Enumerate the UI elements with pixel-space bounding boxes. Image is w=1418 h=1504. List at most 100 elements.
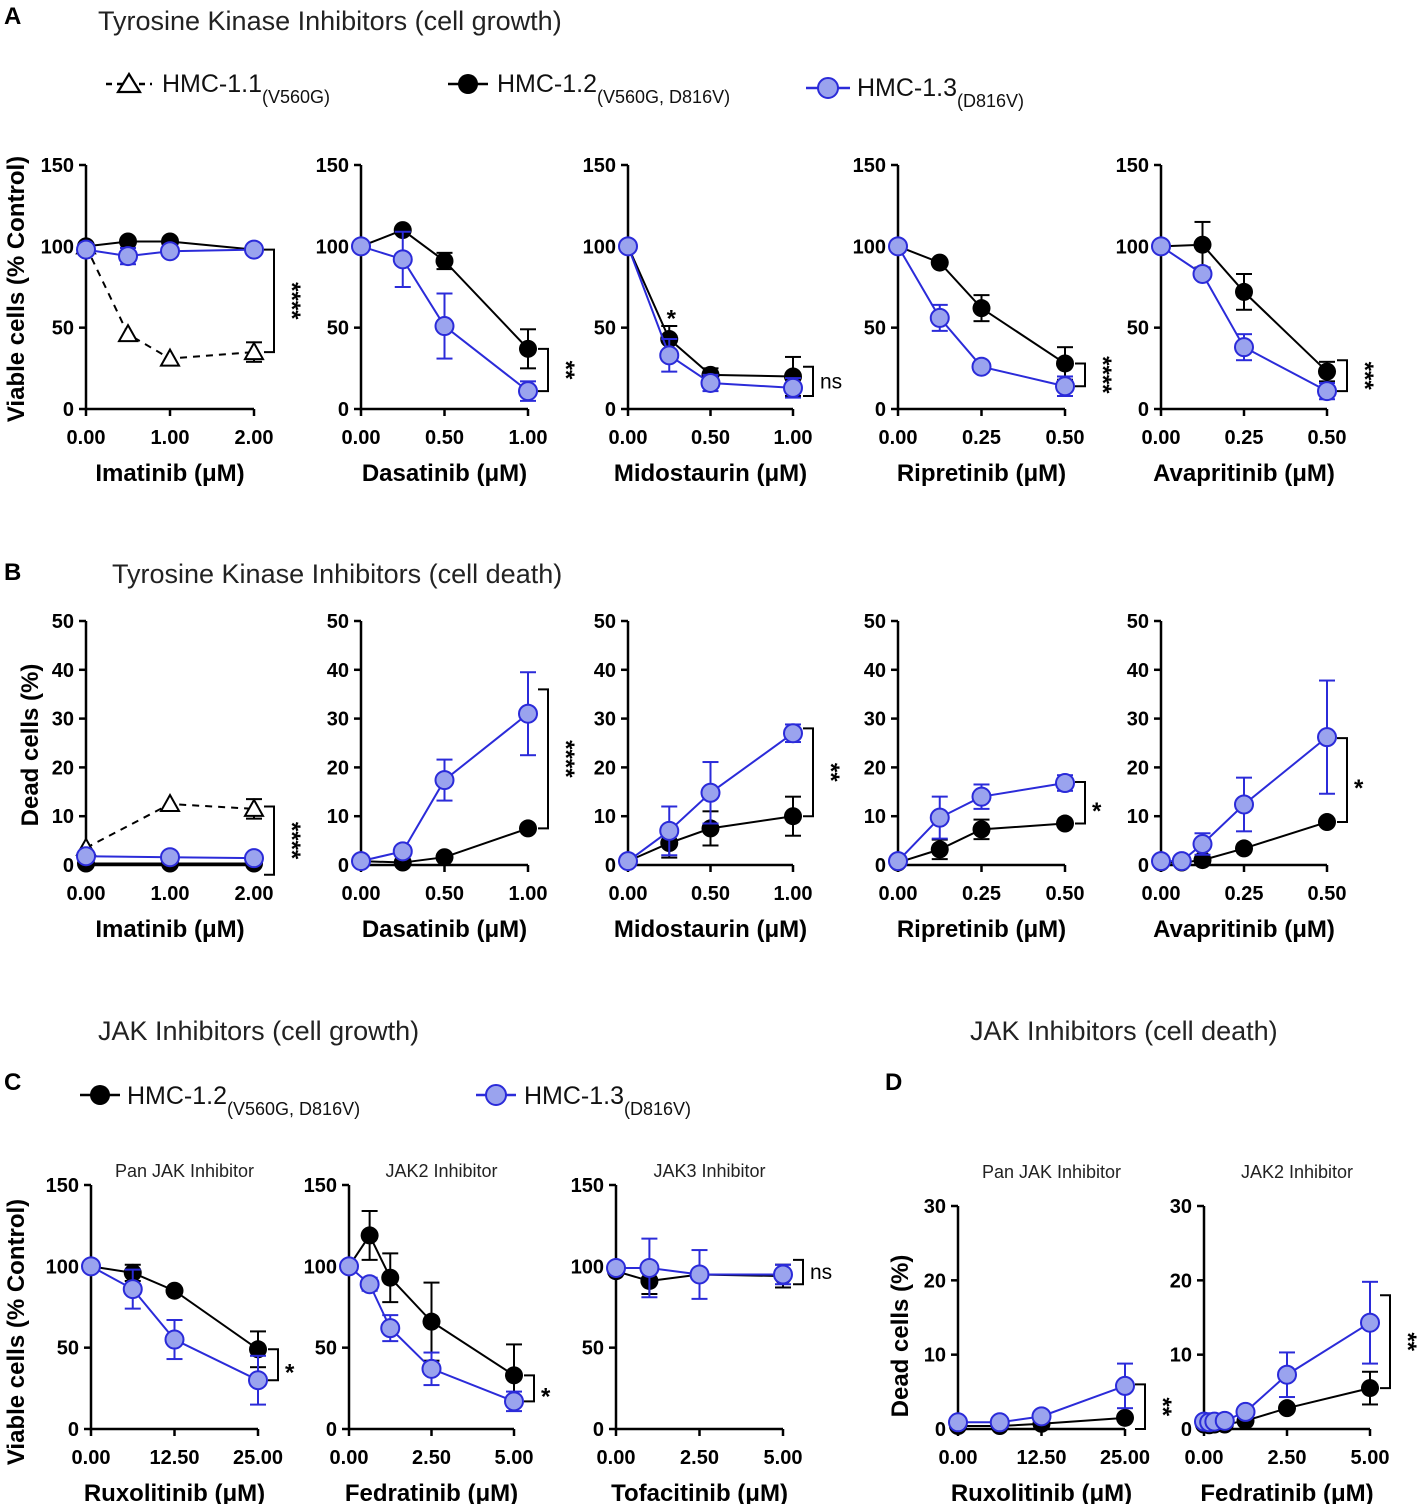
data-point (81, 1256, 101, 1277)
data-point (435, 251, 454, 270)
y-tick-label: 10 (864, 806, 886, 828)
data-point (1151, 236, 1171, 257)
x-axis-label: Midostaurin (μM) (614, 460, 807, 487)
series-line (627, 245, 794, 378)
y-tick-label: 20 (594, 757, 616, 779)
y-tick-label: 10 (1127, 806, 1149, 828)
significance-label: * (1354, 775, 1364, 802)
significance-bracket: **** (1075, 356, 1116, 394)
series-hmc-13 (1151, 236, 1337, 402)
y-tick-label: 100 (316, 236, 349, 258)
x-tick-label: 0.00 (1142, 427, 1181, 449)
y-tick-label: 20 (864, 757, 886, 779)
x-tick-label: 1.00 (151, 883, 190, 905)
y-tick-label: 100 (583, 236, 616, 258)
data-point (381, 1268, 400, 1287)
bracket-line (1380, 1294, 1391, 1390)
y-tick-label: 150 (304, 1175, 337, 1197)
series-hmc-13 (618, 723, 803, 872)
chart-b1: 0 10 20 30 40 50 0.00 1.00 2.00 Imatinib (μM) **** (52, 611, 305, 943)
series-hmc-13 (1194, 1280, 1380, 1433)
series-line (360, 228, 529, 350)
x-tick-label: 0.50 (425, 883, 464, 905)
y-tick-label: 40 (327, 660, 349, 682)
y-tick-label: 20 (52, 757, 74, 779)
data-point (159, 792, 181, 812)
significance-label: ns (820, 370, 842, 393)
y-tick-label: 100 (304, 1256, 337, 1278)
data-point (1360, 1312, 1380, 1333)
y-tick-label: 50 (594, 318, 616, 340)
data-point (393, 221, 412, 240)
data-point (422, 1312, 441, 1331)
x-axis-label: Fedratinib (μM) (345, 1480, 518, 1504)
chart-subtitle: Pan JAK Inhibitor (982, 1162, 1121, 1182)
data-point (639, 1257, 660, 1278)
legend-label-hmc12: HMC-1.2(V560G, D816V) (497, 70, 730, 107)
data-point (888, 851, 908, 872)
blue-circle-marker-icon (485, 1084, 507, 1106)
y-tick-label: 100 (853, 236, 886, 258)
series-hmc-13 (948, 1362, 1135, 1433)
data-point (249, 1340, 267, 1359)
x-axis-label: Ruxolitinib (μM) (84, 1480, 265, 1504)
legend-c-label-hmc13: HMC-1.3(D816V) (524, 1082, 691, 1119)
significance-bracket: ns (803, 365, 842, 397)
x-tick-label: 1.00 (774, 883, 813, 905)
x-axis-label: Avapritinib (μM) (1153, 460, 1335, 487)
chart-a5: 0 50 100 150 0.00 0.25 0.50 Avapritinib (μM) *** (1116, 155, 1378, 487)
series-hmc-13 (888, 773, 1075, 872)
legend-top: HMC-1.1(V560G) HMC-1.2(V560G, D816V) HMC… (106, 70, 1024, 111)
data-point (505, 1366, 523, 1385)
bracket-line (1337, 359, 1348, 393)
series-hmc-13 (1151, 679, 1337, 872)
significance-bracket: *** (1337, 359, 1378, 393)
series-line (897, 245, 1066, 365)
x-tick-label: 0.00 (67, 883, 106, 905)
chart-c3: 0 50 100 150 0.00 2.50 5.00 Tofacitinib (μM) JAK… (571, 1161, 833, 1504)
data-point (360, 1226, 379, 1245)
x-tick-label: 0.00 (342, 883, 381, 905)
x-tick-label: 0.00 (342, 427, 381, 449)
x-tick-label: 0.50 (1046, 883, 1085, 905)
series-hmc-13 (351, 230, 538, 402)
data-point (929, 307, 950, 328)
bracket-line (264, 805, 275, 876)
data-point (164, 1329, 185, 1350)
data-point (392, 249, 413, 270)
x-tick-label: 0.00 (72, 1447, 111, 1469)
y-tick-label: 0 (68, 1419, 79, 1441)
x-tick-label: 0.50 (425, 427, 464, 449)
y-tick-label: 30 (864, 709, 886, 731)
x-tick-label: 0.50 (691, 427, 730, 449)
series-line (1160, 245, 1328, 392)
y-tick-label: 0 (338, 399, 349, 421)
y-tick-label: 50 (315, 1338, 337, 1360)
data-point (160, 241, 180, 262)
data-point (700, 372, 721, 393)
y-tick-label: 100 (46, 1256, 79, 1278)
y-tick-label: 150 (853, 155, 886, 177)
data-point (618, 236, 638, 257)
y-tick-label: 40 (1127, 660, 1149, 682)
y-tick-label: 30 (1170, 1196, 1192, 1218)
data-point (118, 246, 138, 267)
y-tick-label: 40 (594, 660, 616, 682)
series-line (958, 1416, 1126, 1428)
y-tick-label: 0 (1138, 855, 1149, 877)
series-line (897, 245, 1066, 388)
x-axis-label: Ripretinib (μM) (897, 916, 1066, 943)
y-tick-label: 150 (41, 155, 74, 177)
data-point (1055, 376, 1075, 397)
data-point (243, 341, 265, 361)
data-point (244, 848, 264, 869)
chart-d1: 0 10 20 30 0.00 12.50 25.00 Ruxolitinib (μM) Pan… (924, 1162, 1176, 1504)
x-tick-label: 2.00 (235, 883, 274, 905)
data-point (773, 1264, 793, 1285)
x-tick-label: 0.00 (597, 1447, 636, 1469)
series-line (360, 827, 529, 864)
x-tick-label: 0.25 (962, 427, 1001, 449)
data-point (618, 851, 638, 872)
data-point (1192, 834, 1213, 855)
series-line (897, 782, 1066, 862)
